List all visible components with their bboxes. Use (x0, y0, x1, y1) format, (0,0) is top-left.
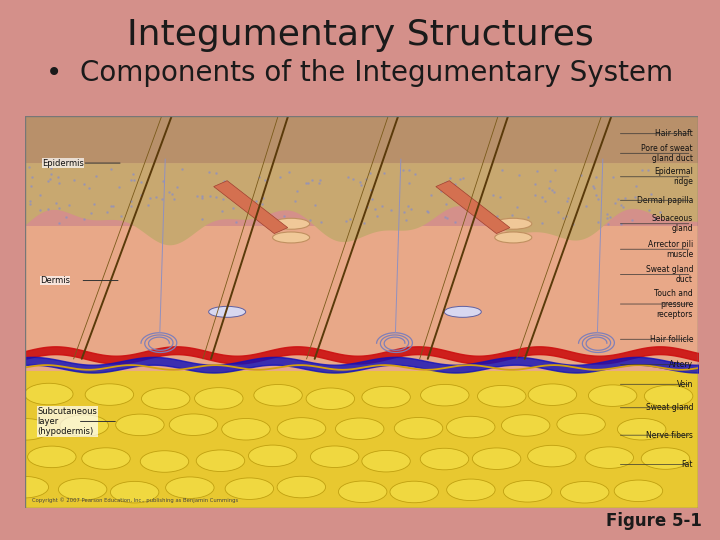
Ellipse shape (194, 388, 243, 409)
Ellipse shape (618, 418, 666, 440)
Text: Subcutaneous
layer
(hypodermis): Subcutaneous layer (hypodermis) (37, 407, 97, 436)
Text: Dermis: Dermis (40, 276, 70, 285)
Text: Hair shaft: Hair shaft (655, 129, 693, 138)
Text: Sebaceous
gland: Sebaceous gland (652, 214, 693, 233)
Bar (25, 370, 698, 508)
Ellipse shape (248, 445, 297, 467)
Ellipse shape (495, 232, 532, 243)
Bar (25, 226, 698, 370)
Ellipse shape (503, 481, 552, 502)
Text: Nerve fibers: Nerve fibers (646, 431, 693, 440)
Ellipse shape (277, 476, 325, 498)
Ellipse shape (166, 477, 214, 498)
Ellipse shape (588, 385, 637, 407)
Ellipse shape (338, 481, 387, 503)
Ellipse shape (82, 448, 130, 469)
Ellipse shape (390, 481, 438, 503)
Polygon shape (214, 181, 288, 233)
Text: Sweat gland: Sweat gland (646, 403, 693, 412)
Text: Hair follicle: Hair follicle (649, 335, 693, 344)
Ellipse shape (222, 418, 270, 440)
Ellipse shape (446, 479, 495, 501)
Ellipse shape (444, 306, 481, 318)
Ellipse shape (614, 480, 662, 502)
Ellipse shape (24, 383, 73, 405)
Text: Touch and
pressure
receptors: Touch and pressure receptors (654, 289, 693, 319)
Ellipse shape (254, 384, 302, 406)
Ellipse shape (273, 218, 310, 230)
Ellipse shape (58, 478, 107, 500)
Ellipse shape (277, 417, 325, 439)
Ellipse shape (528, 446, 576, 467)
Ellipse shape (495, 218, 532, 230)
Ellipse shape (1, 418, 50, 440)
Ellipse shape (336, 418, 384, 440)
Ellipse shape (141, 388, 190, 409)
Ellipse shape (501, 415, 550, 436)
Polygon shape (436, 181, 510, 233)
Ellipse shape (60, 415, 109, 436)
Ellipse shape (116, 414, 164, 436)
Ellipse shape (225, 478, 274, 500)
Ellipse shape (306, 388, 355, 409)
Ellipse shape (27, 446, 76, 468)
Ellipse shape (420, 448, 469, 470)
Ellipse shape (110, 481, 159, 503)
Text: Integumentary Structures: Integumentary Structures (127, 18, 593, 52)
Ellipse shape (209, 306, 246, 318)
Text: Arrector pili
muscle: Arrector pili muscle (648, 240, 693, 259)
Text: Artery: Artery (669, 360, 693, 369)
Ellipse shape (528, 384, 577, 406)
Ellipse shape (420, 384, 469, 406)
Ellipse shape (585, 447, 634, 468)
Ellipse shape (169, 414, 217, 435)
Text: Dermal papilla: Dermal papilla (636, 196, 693, 205)
Ellipse shape (362, 450, 410, 472)
Text: Epidermis: Epidermis (42, 159, 84, 167)
Ellipse shape (273, 232, 310, 243)
Text: Fat: Fat (682, 460, 693, 469)
Ellipse shape (310, 446, 359, 468)
Polygon shape (25, 163, 698, 245)
Text: Vein: Vein (677, 380, 693, 389)
Text: Epidermal
ridge: Epidermal ridge (654, 167, 693, 186)
Text: Copyright © 2007 Pearson Education, Inc., publishing as Benjamin Cummings: Copyright © 2007 Pearson Education, Inc.… (32, 497, 238, 503)
Ellipse shape (0, 476, 48, 498)
Text: Figure 5-1: Figure 5-1 (606, 512, 702, 530)
Ellipse shape (85, 384, 134, 406)
Ellipse shape (395, 417, 443, 439)
Ellipse shape (642, 448, 690, 469)
Ellipse shape (560, 482, 609, 503)
Text: Sweat gland
duct: Sweat gland duct (646, 265, 693, 285)
Text: •  Components of the Integumentary System: • Components of the Integumentary System (46, 59, 674, 87)
Ellipse shape (472, 448, 521, 469)
Ellipse shape (362, 386, 410, 408)
Ellipse shape (446, 416, 495, 438)
Ellipse shape (197, 450, 245, 471)
Ellipse shape (557, 414, 606, 435)
Ellipse shape (477, 386, 526, 407)
Ellipse shape (140, 451, 189, 472)
Ellipse shape (644, 386, 693, 407)
Text: Pore of sweat
gland duct: Pore of sweat gland duct (642, 144, 693, 163)
Bar (25, 116, 698, 163)
